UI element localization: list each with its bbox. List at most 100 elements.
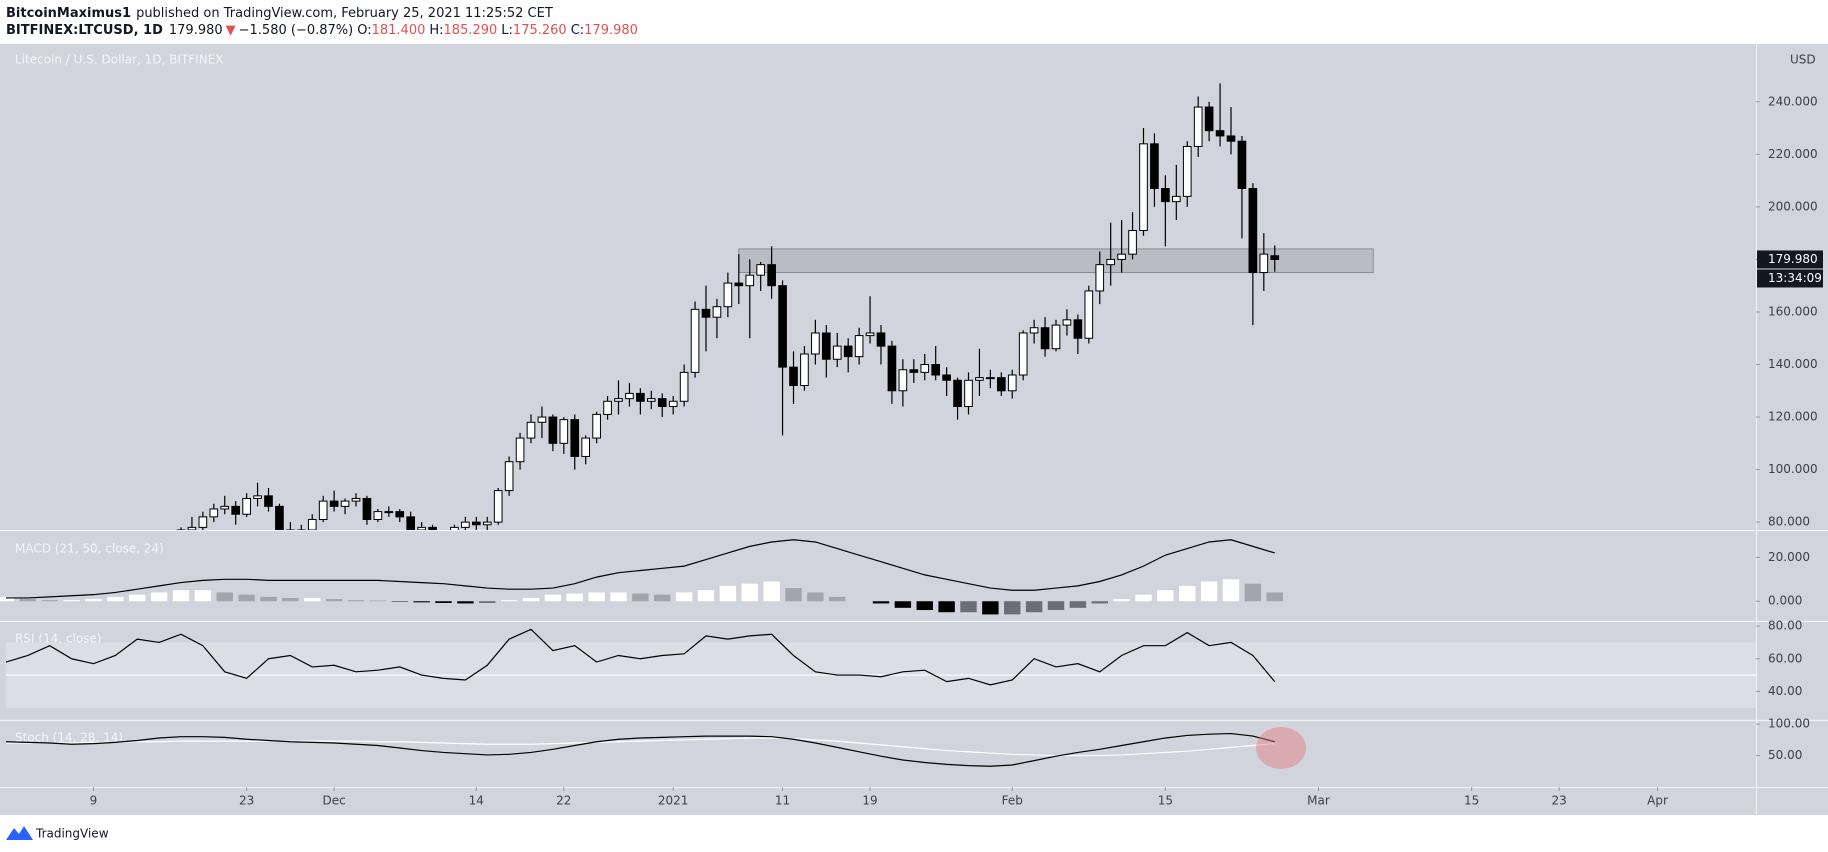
candle-body (778, 285, 787, 368)
x-tick-label: 19 (862, 794, 877, 808)
candle-body (559, 419, 569, 444)
histogram-bar (260, 596, 277, 602)
candle-body (1171, 195, 1181, 203)
candle-body (253, 495, 262, 499)
candle-body (406, 516, 416, 530)
candle-body (1007, 374, 1017, 392)
arrow: ▼ (226, 23, 236, 38)
histogram-bar (479, 601, 496, 603)
histogram-bar (741, 583, 758, 602)
histogram-bar (500, 600, 518, 602)
histogram-bar (610, 592, 627, 602)
candle-body (1029, 327, 1039, 334)
candle-body (1150, 143, 1159, 189)
candle-body (843, 345, 853, 358)
y-tick-label: 50.00 (1768, 748, 1802, 762)
candle-body (329, 500, 339, 507)
change: −1.580 (−0.87%) (239, 23, 354, 38)
histogram-bar (1222, 579, 1240, 602)
x-tick-label: 22 (556, 794, 571, 808)
histogram-bar (982, 601, 999, 615)
histogram-bar (588, 592, 605, 602)
histogram-bar (1157, 590, 1174, 602)
candle-body (307, 518, 317, 530)
histogram-bar (216, 592, 233, 602)
histogram-bar (129, 594, 146, 602)
histogram-bar (1004, 601, 1021, 615)
candle-body (942, 374, 951, 381)
candle-body (395, 511, 405, 518)
countdown-box (1757, 269, 1823, 288)
histogram-bar (1047, 601, 1065, 611)
candle-body (428, 526, 437, 530)
candle-body (745, 274, 755, 287)
candle-body (1040, 327, 1050, 350)
candle-body (417, 526, 426, 530)
histogram-bar (916, 601, 933, 611)
candle-body (231, 505, 241, 515)
histogram-bar (150, 592, 168, 602)
candle-body (373, 511, 383, 520)
x-tick-label: 23 (239, 794, 254, 808)
x-tick-label: Dec (323, 794, 346, 808)
candle-body (975, 377, 984, 381)
histogram-bar (1244, 583, 1262, 602)
candle-body (570, 419, 580, 457)
separators (0, 44, 1828, 815)
candle-body (209, 508, 219, 518)
histogram-bar (1113, 599, 1130, 602)
y-tick-label: 60.00 (1768, 651, 1802, 665)
y-tick-label: 240.000 (1768, 94, 1818, 108)
histogram-bar (872, 601, 890, 604)
last-price-label: 179.980 (1768, 252, 1818, 266)
candle-body (723, 282, 733, 308)
candle-body (1193, 106, 1203, 147)
x-tick-label: 15 (1464, 794, 1479, 808)
zone (738, 248, 1374, 274)
x-tick-label: 14 (469, 794, 484, 808)
histogram-bar (85, 599, 102, 602)
candle-body (504, 461, 514, 492)
candle-body (362, 497, 372, 520)
x-tick-label: Mar (1307, 794, 1330, 808)
candle-body (1270, 255, 1280, 260)
histogram-bar (785, 588, 802, 602)
footer-logo (6, 826, 33, 840)
candle-body (767, 264, 776, 287)
x-tick-label: 9 (90, 794, 98, 808)
candle-body (603, 400, 612, 415)
candle-body (887, 345, 897, 392)
histogram-bar (894, 601, 912, 608)
candle-body (1095, 264, 1105, 292)
candle-body (701, 308, 711, 318)
ohlc-value: 175.260 (513, 23, 567, 38)
histogram-bar (632, 593, 649, 602)
histogram-bar (544, 594, 562, 602)
candle-body (187, 526, 197, 530)
candle-body (242, 497, 251, 515)
panel (0, 539, 1283, 615)
histogram-bar (654, 594, 671, 602)
candle-body (1237, 140, 1247, 189)
y-tick-label: 40.00 (1768, 684, 1802, 698)
candle-body (636, 392, 645, 402)
candle-body (471, 521, 481, 526)
histogram-bar (325, 599, 343, 602)
panel-title: MACD (21, 50, close, 24) (15, 542, 164, 556)
histogram-bar (19, 599, 37, 602)
candle-body (493, 490, 503, 523)
histogram-bar (960, 601, 977, 613)
candle-body (581, 437, 591, 457)
candle-body (1139, 143, 1148, 232)
indicator-line (5, 732, 1275, 767)
candle-body (482, 521, 492, 526)
candle-body (657, 398, 667, 408)
candle-body (734, 282, 744, 287)
candle-body (1161, 187, 1170, 203)
candle-body (318, 500, 328, 520)
published: published on TradingView.com, February 2… (136, 6, 553, 21)
histogram-bar (1135, 594, 1152, 602)
candle-body (198, 516, 208, 528)
candle-body (1073, 319, 1083, 339)
x-tick-label: 15 (1158, 794, 1173, 808)
